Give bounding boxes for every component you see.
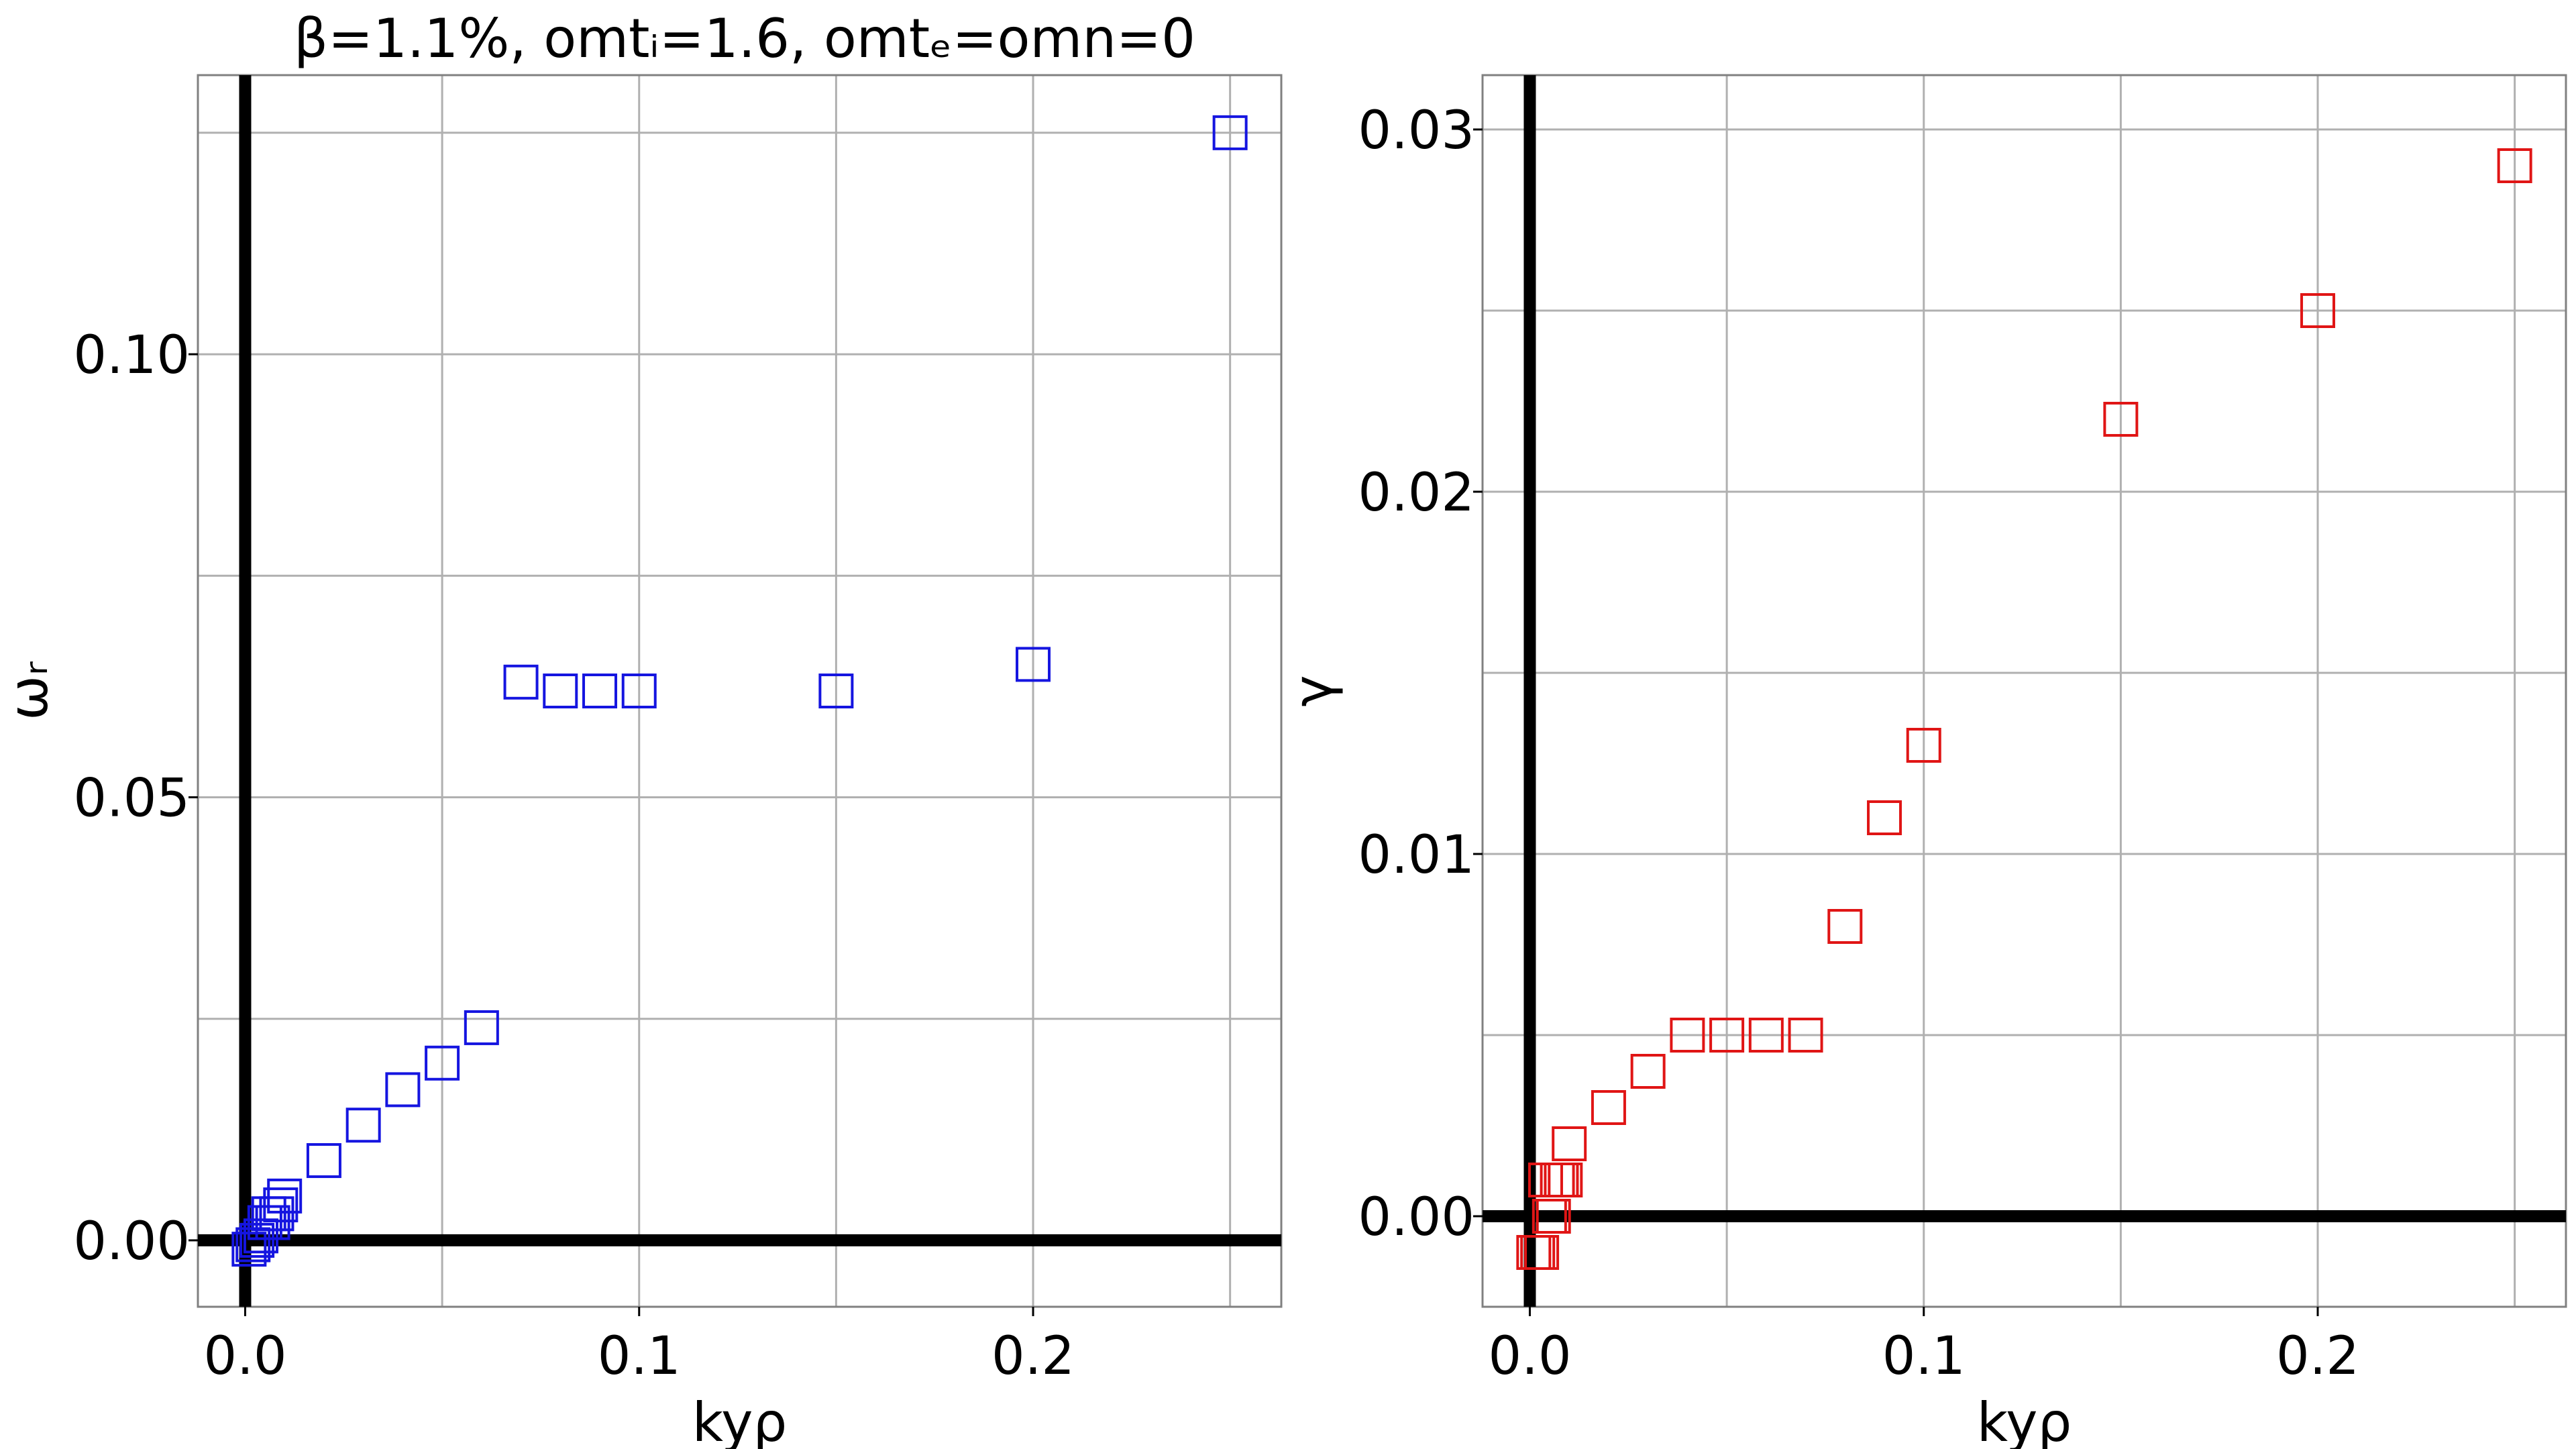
omega-data-point: [267, 1178, 303, 1214]
omega-y-tick-label: 0.10: [73, 325, 190, 386]
omega-y-axis-label: ωᵣ: [0, 661, 60, 720]
omega-data-point: [425, 1045, 460, 1081]
omega-x-tick-label: 0.2: [991, 1326, 1075, 1387]
omega-y-tick-label: 0.05: [73, 769, 190, 829]
omega-y-tick-label: 0.00: [73, 1212, 190, 1272]
omega-data-point: [464, 1010, 499, 1045]
gamma-panel: 0.0 0.1 0.2 0.00 0.01 0.02 0.03 kyρ γ: [1282, 74, 2567, 1449]
omega-data-point: [255, 1205, 290, 1240]
omega-data-point: [1212, 115, 1248, 150]
omega-x-tick-label: 0.1: [598, 1326, 681, 1387]
gamma-data-point: [1548, 1163, 1583, 1197]
omega-data-point: [818, 674, 854, 708]
omega-data-point: [1016, 647, 1051, 682]
omega-data-point: [345, 1108, 381, 1143]
gamma-data-point: [1788, 1018, 1823, 1053]
gamma-y-tick-label: 0.01: [1358, 825, 1474, 885]
omega-panel: 0.0 0.1 0.2 0.00 0.05 0.10 kyρ ωᵣ: [0, 74, 1283, 1449]
gamma-data-point: [1670, 1018, 1705, 1053]
omega-data-point: [263, 1187, 299, 1223]
omega-x-tick-label: 0.0: [203, 1326, 286, 1387]
omega-data-point: [582, 674, 618, 708]
gamma-data-point: [1748, 1018, 1784, 1053]
gamma-data-point: [1827, 909, 1863, 944]
gamma-x-tick-label: 0.1: [1882, 1326, 1966, 1387]
gamma-y-tick-label: 0.00: [1358, 1187, 1474, 1248]
gamma-plot-area: [1483, 75, 2566, 1307]
gamma-frame: [1481, 74, 2567, 1308]
gamma-data-point: [1552, 1126, 1587, 1161]
gamma-y-tick-label: 0.03: [1358, 101, 1474, 161]
gamma-data-point: [1906, 728, 1941, 763]
omega-data-point: [306, 1143, 341, 1179]
omega-data-point: [621, 674, 657, 708]
omega-plot-area: [198, 75, 1281, 1307]
gamma-x-tick-label: 0.2: [2276, 1326, 2359, 1387]
gamma-data-point: [1536, 1199, 1571, 1234]
gamma-data-point: [2497, 148, 2532, 183]
gamma-x-axis-label: kyρ: [1977, 1391, 2072, 1449]
omega-data-point: [385, 1072, 421, 1108]
gamma-data-point: [2300, 293, 2336, 328]
gamma-data-point: [1591, 1090, 1626, 1125]
omega-frame: [197, 74, 1283, 1308]
omega-x-axis-label: kyρ: [692, 1391, 788, 1449]
figure-title: β=1.1%, omtᵢ=1.6, omtₑ=omn=0: [294, 7, 1195, 70]
gamma-y-tick-label: 0.02: [1358, 463, 1474, 523]
gamma-y-axis-label: γ: [1282, 675, 1344, 706]
omega-data-point: [503, 664, 539, 700]
omega-data-point: [259, 1196, 294, 1232]
gamma-data-point: [2103, 402, 2139, 437]
gamma-data-point: [1524, 1235, 1560, 1270]
gamma-data-point: [1709, 1018, 1745, 1053]
omega-data-point: [543, 674, 578, 708]
gamma-data-point: [1867, 800, 1902, 835]
gamma-data-point: [1630, 1054, 1666, 1089]
gamma-x-tick-label: 0.0: [1488, 1326, 1571, 1387]
